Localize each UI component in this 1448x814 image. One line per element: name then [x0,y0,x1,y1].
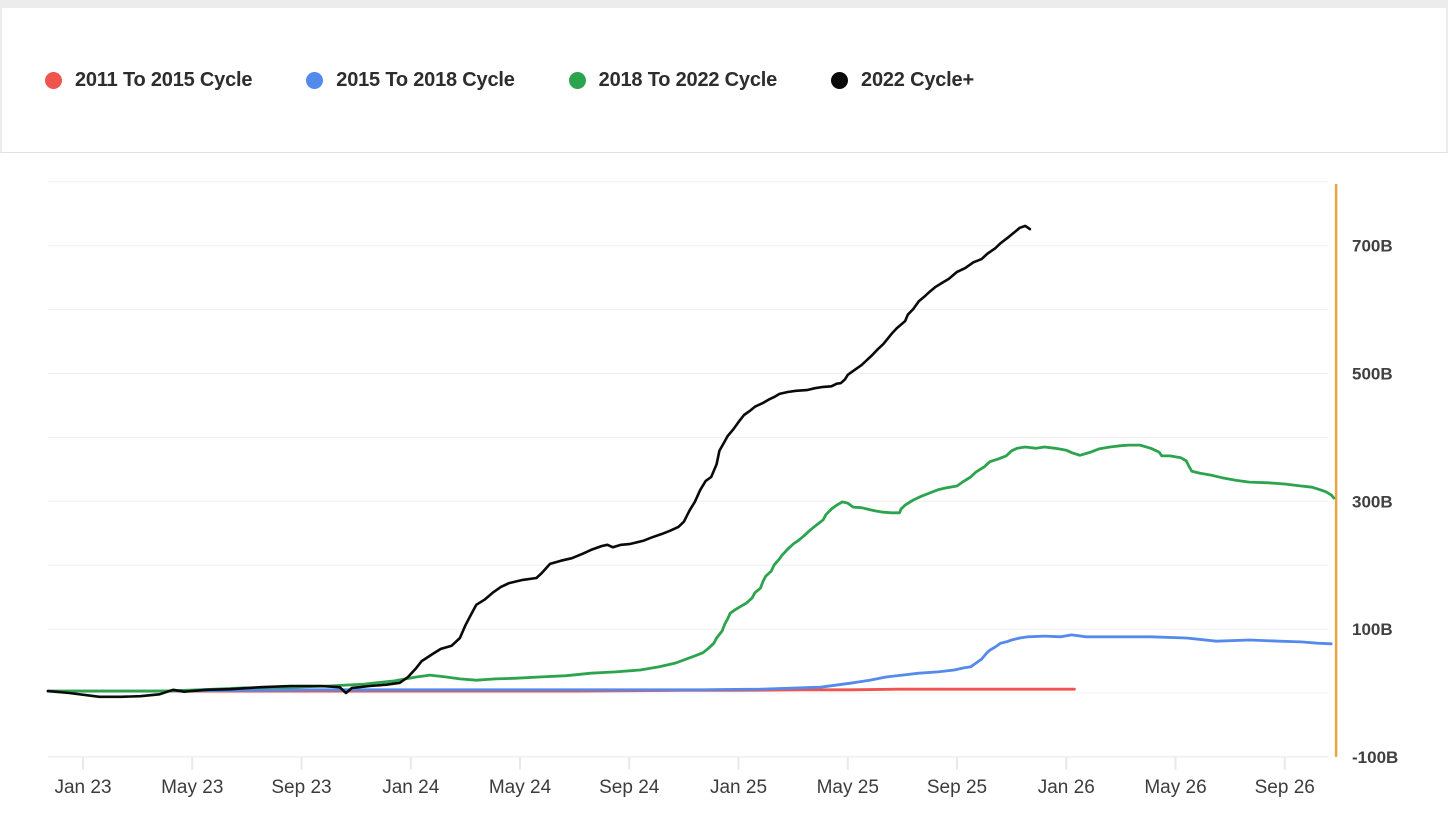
x-axis-label: May 24 [489,777,552,798]
x-axis-label: May 25 [817,777,879,798]
legend-label: 2022 Cycle+ [861,68,974,91]
series-line-2015-to-2018-cycle [46,633,1333,693]
chart-canvas[interactable]: Jan 23 May 23 Sep 23 Jan 24 May 24 Sep 24 Jan … [0,153,1448,814]
series-line-2022-cycle- [46,224,1032,699]
y-axis-label: 300B [1352,492,1393,511]
x-axis-label: Jan 23 [54,777,111,798]
legend-dot-blue-icon [306,71,324,89]
legend-dot-red-icon [45,71,62,89]
x-axis-label: Jan 25 [710,777,767,798]
x-axis-label: Jan 26 [1038,777,1095,798]
x-axis-label: Sep 23 [271,777,331,798]
x-axis-label: Sep 25 [927,777,987,798]
legend-item-2022-cycle-plus[interactable]: 2022 Cycle+ [831,69,974,92]
chart-area: Jan 23 May 23 Sep 23 Jan 24 May 24 Sep 24 Jan … [0,153,1448,814]
x-axis-label: Sep 24 [599,777,660,798]
x-axis-label: May 23 [161,777,223,798]
legend-label: 2015 To 2018 Cycle [336,68,515,91]
chart-legend: 2011 To 2015 Cycle 2015 To 2018 Cycle 20… [0,8,1448,153]
legend-item-2015-2018-cycle[interactable]: 2015 To 2018 Cycle [306,68,515,92]
x-axis-label: May 26 [1144,777,1206,798]
legend-item-2011-2015-cycle[interactable]: 2011 To 2015 Cycle [45,69,252,92]
y-axis-label: 700B [1352,237,1393,256]
legend-label: 2018 To 2022 Cycle [598,68,778,91]
y-axis-label: 500B [1352,365,1393,384]
legend-dot-green-icon [568,71,586,89]
series-line-2018-to-2022-cycle [46,443,1336,693]
legend-label: 2011 To 2015 Cycle [75,68,253,91]
legend-dot-black-icon [831,71,849,89]
page-background-strip [0,0,1448,8]
y-axis-label: -100B [1352,748,1398,767]
x-axis-label: Jan 24 [382,777,439,798]
legend-item-2018-2022-cycle[interactable]: 2018 To 2022 Cycle [568,68,778,92]
y-axis-label: 100B [1352,620,1393,639]
x-axis-label: Sep 26 [1255,777,1315,798]
